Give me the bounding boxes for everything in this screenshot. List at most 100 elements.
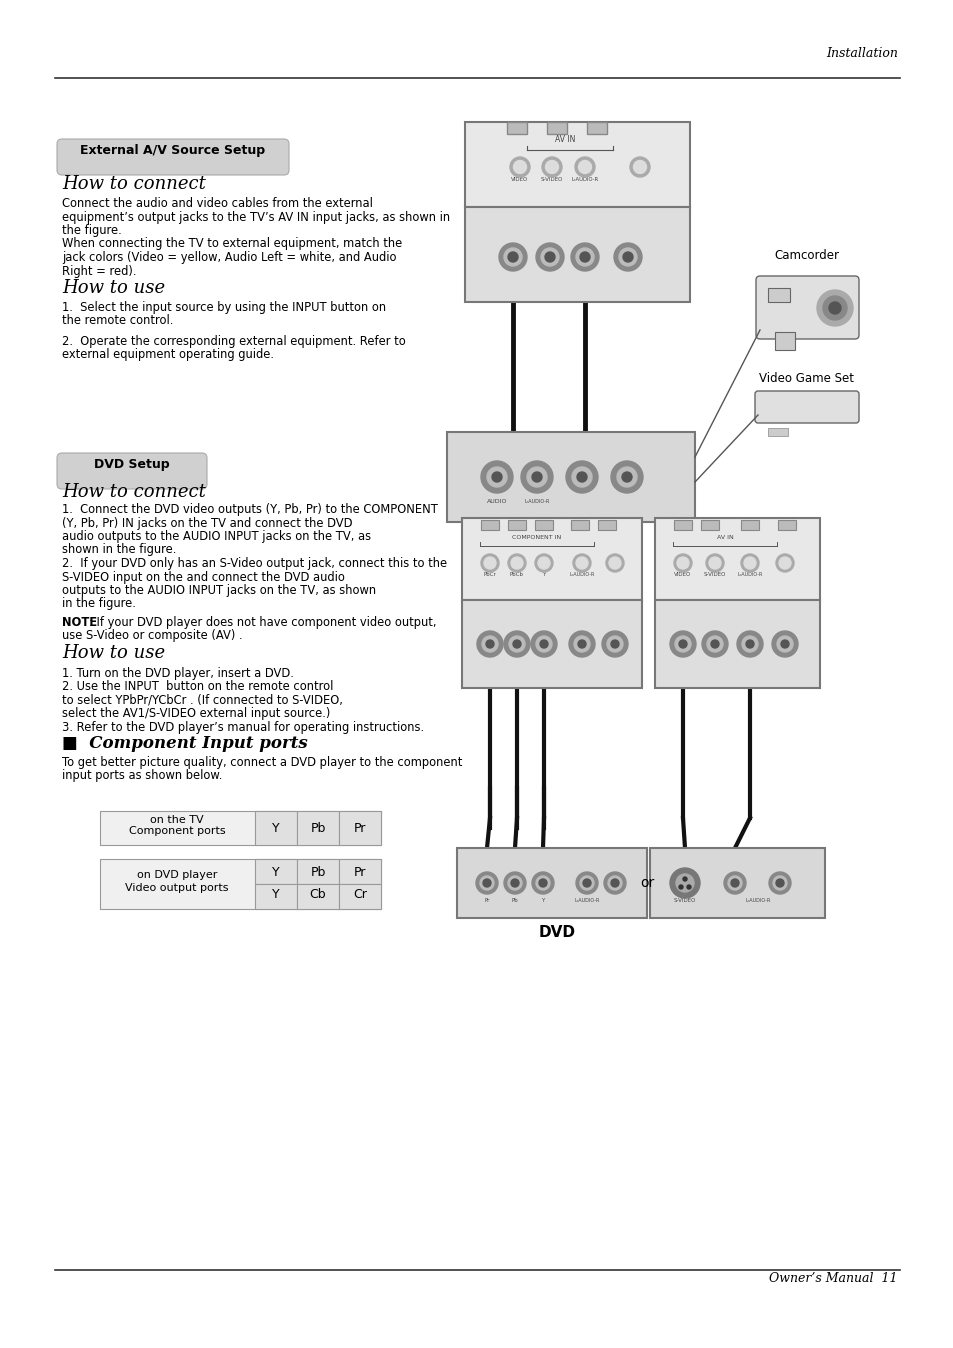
Bar [456,848,646,918]
Text: shown in the figure.: shown in the figure. [62,543,176,557]
Circle shape [629,156,649,177]
Circle shape [532,872,554,894]
Text: To get better picture quality, connect a DVD player to the component: To get better picture quality, connect a… [62,756,462,768]
Circle shape [614,243,641,271]
Circle shape [679,886,682,888]
Text: VIDEO: VIDEO [674,572,691,577]
Bar [254,884,296,909]
Circle shape [618,248,637,266]
Bar [740,520,759,530]
Text: jack colors (Video = yellow, Audio Left = white, and Audio: jack colors (Video = yellow, Audio Left … [62,251,396,264]
Bar [571,520,588,530]
Circle shape [578,640,585,648]
Circle shape [507,554,525,572]
Circle shape [617,466,637,487]
Circle shape [535,554,553,572]
Text: input ports as shown below.: input ports as shown below. [62,770,222,782]
Circle shape [532,472,541,483]
Circle shape [676,874,693,892]
Circle shape [480,554,498,572]
Circle shape [771,631,797,656]
Circle shape [772,876,786,890]
Circle shape [536,243,563,271]
Circle shape [679,640,686,648]
Circle shape [677,557,688,569]
Circle shape [509,636,524,652]
Circle shape [776,636,792,652]
Circle shape [537,557,550,569]
Bar [296,884,338,909]
Bar [546,123,566,133]
Circle shape [486,466,506,487]
Bar [767,429,787,435]
Circle shape [576,872,598,894]
Bar [296,859,338,884]
Text: Pb: Pb [310,821,325,834]
Circle shape [723,872,745,894]
Text: the remote control.: the remote control. [62,314,173,328]
Bar [480,520,498,530]
Text: Connect the audio and video cables from the external: Connect the audio and video cables from … [62,197,373,210]
Circle shape [768,872,790,894]
Circle shape [622,252,633,262]
Circle shape [492,472,501,483]
Text: S-VIDEO: S-VIDEO [673,898,696,903]
Circle shape [740,554,759,572]
Bar [100,811,380,845]
Circle shape [673,554,691,572]
Text: Pb: Pb [310,865,325,879]
Circle shape [578,160,591,174]
Bar [296,811,338,845]
Text: S-VIDEO: S-VIDEO [540,177,562,182]
Text: VIDEO: VIDEO [511,177,528,182]
Text: 3. Refer to the DVD player’s manual for operating instructions.: 3. Refer to the DVD player’s manual for … [62,720,424,733]
Bar [655,600,820,687]
Text: : If your DVD player does not have component video output,: : If your DVD player does not have compo… [89,616,436,630]
Text: AV IN: AV IN [716,535,733,541]
Circle shape [536,636,552,652]
Text: Y: Y [542,572,545,577]
FancyBboxPatch shape [755,276,858,338]
Circle shape [513,160,526,174]
Circle shape [828,302,841,314]
Bar [254,811,296,845]
Text: the figure.: the figure. [62,224,122,237]
Text: Y: Y [540,898,544,903]
Circle shape [708,557,720,569]
Circle shape [476,872,497,894]
Circle shape [579,876,594,890]
Text: DVD: DVD [537,925,575,940]
Circle shape [577,472,586,483]
Circle shape [572,466,592,487]
Text: 2.  If your DVD only has an S-Video output jack, connect this to the: 2. If your DVD only has an S-Video outpu… [62,557,447,570]
FancyBboxPatch shape [754,391,858,423]
Circle shape [565,461,598,493]
Circle shape [485,640,494,648]
Text: PbCb: PbCb [510,572,523,577]
Bar [598,520,616,530]
Bar [447,431,695,522]
Bar [778,520,795,530]
Circle shape [576,557,587,569]
Circle shape [536,876,550,890]
Text: use S-Video or composite (AV) .: use S-Video or composite (AV) . [62,630,242,643]
Text: How to connect: How to connect [62,483,206,501]
Circle shape [607,876,621,890]
Circle shape [730,879,739,887]
Bar [673,520,691,530]
Circle shape [511,557,522,569]
Bar [338,811,380,845]
Circle shape [476,631,502,656]
Text: Pr: Pr [484,898,489,903]
Circle shape [621,472,631,483]
Text: L-AUDIO-R: L-AUDIO-R [524,499,549,504]
Circle shape [781,640,788,648]
Text: NOTE: NOTE [62,616,97,630]
Circle shape [610,640,618,648]
Text: AUDIO: AUDIO [486,499,507,504]
Circle shape [610,879,618,887]
Circle shape [503,631,530,656]
Circle shape [682,878,686,882]
Circle shape [520,461,553,493]
Circle shape [576,248,594,266]
